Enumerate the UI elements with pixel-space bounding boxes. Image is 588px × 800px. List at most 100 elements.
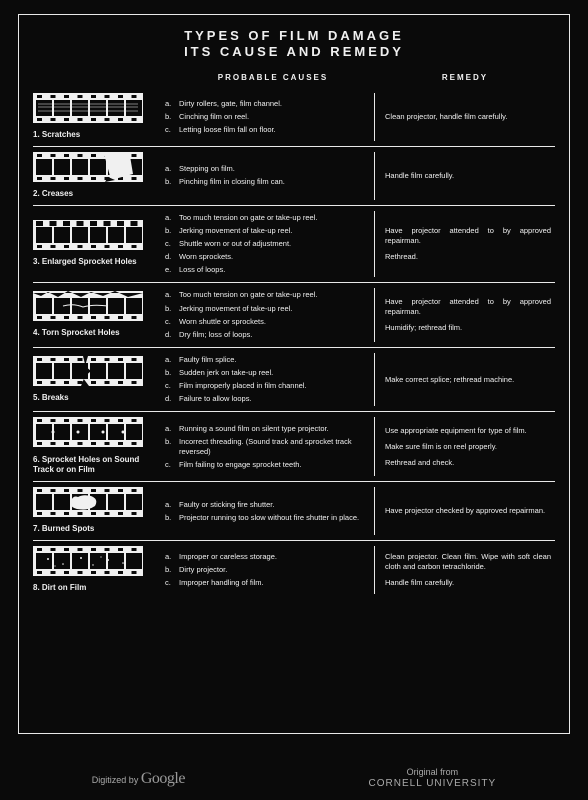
cause-item: a.Faulty or sticking fire shutter. <box>165 500 364 510</box>
cause-letter: c. <box>165 125 175 135</box>
damage-label: 1. Scratches <box>33 130 155 141</box>
cause-letter: c. <box>165 381 175 391</box>
cause-text: Worn sprockets. <box>179 252 364 262</box>
remedy-cell: Have projector checked by approved repai… <box>375 487 555 535</box>
cause-text: Dirty projector. <box>179 565 364 575</box>
cause-text: Improper or careless storage. <box>179 552 364 562</box>
cause-text: Stepping on film. <box>179 164 364 174</box>
damage-icon-cell: 6. Sprocket Holes on Sound Track or on F… <box>33 417 161 476</box>
cause-item: e.Loss of loops. <box>165 265 364 275</box>
cause-letter: b. <box>165 437 175 457</box>
cause-text: Too much tension on gate or take-up reel… <box>179 213 364 223</box>
causes-cell: a.Improper or careless storage. b. Dirty p… <box>161 546 375 594</box>
damage-row: 7. Burned Spotsa.Faulty or sticking fire… <box>33 482 555 541</box>
film-strip-icon <box>33 356 155 389</box>
cause-item: b. Jerking movement of take-up reel. <box>165 304 364 314</box>
remedy-cell: Clean projector, handle film carefully. <box>375 93 555 141</box>
cause-letter: b. <box>165 112 175 122</box>
remedy-text: Humidify; rethread film. <box>385 323 551 333</box>
cause-text: Incorrect threading. (Sound track and sp… <box>179 437 364 457</box>
cause-letter: b. <box>165 226 175 236</box>
cause-item: a.Running a sound film on silent type pr… <box>165 424 364 434</box>
header-causes: PROBABLE CAUSES <box>161 73 375 82</box>
causes-cell: a.Running a sound film on silent type pr… <box>161 417 375 476</box>
column-headers: PROBABLE CAUSES REMEDY <box>33 73 555 82</box>
remedy-cell: Make correct splice; rethread machine. <box>375 353 555 407</box>
cause-text: Film improperly placed in film channel. <box>179 381 364 391</box>
damage-label: 4. Torn Sprocket Holes <box>33 328 155 339</box>
remedy-cell: Have projector attended to by approved r… <box>375 288 555 342</box>
causes-cell: a.Too much tension on gate or take-up re… <box>161 288 375 342</box>
cause-text: Jerking movement of take-up reel. <box>179 226 364 236</box>
damage-label: 6. Sprocket Holes on Sound Track or on F… <box>33 455 155 477</box>
cause-letter: b. <box>165 304 175 314</box>
remedy-cell: Clean projector. Clean film. Wipe with s… <box>375 546 555 594</box>
digitized-by-label: Digitized by <box>92 775 139 785</box>
google-logo-text: Google <box>141 770 185 787</box>
cause-text: Pinching film in closing film can. <box>179 177 364 187</box>
cause-letter: b. <box>165 513 175 523</box>
remedy-text: Handle film carefully. <box>385 171 551 181</box>
cause-item: b. Jerking movement of take-up reel. <box>165 226 364 236</box>
cause-letter: a. <box>165 213 175 223</box>
cause-text: Jerking movement of take-up reel. <box>179 304 364 314</box>
cause-text: Projector running too slow without fire … <box>179 513 364 523</box>
rows-container: 1. Scratchesa.Dirty rollers, gate, film … <box>33 88 555 599</box>
damage-icon-cell: 5. Breaks <box>33 353 161 407</box>
remedy-text: Rethread and check. <box>385 458 551 468</box>
film-strip-icon <box>33 487 155 520</box>
cause-letter: b. <box>165 565 175 575</box>
cause-letter: c. <box>165 239 175 249</box>
cause-item: d.Dry film; loss of loops. <box>165 330 364 340</box>
remedy-text: Have projector attended to by approved r… <box>385 226 551 246</box>
cause-letter: a. <box>165 355 175 365</box>
cause-item: a.Improper or careless storage. <box>165 552 364 562</box>
remedy-text: Have projector attended to by approved r… <box>385 297 551 317</box>
cause-item: b. Dirty projector. <box>165 565 364 575</box>
cause-item: a.Dirty rollers, gate, film channel. <box>165 99 364 109</box>
cause-letter: c. <box>165 578 175 588</box>
cause-text: Too much tension on gate or take-up reel… <box>179 290 364 300</box>
cause-text: Dirty rollers, gate, film channel. <box>179 99 364 109</box>
film-strip-icon <box>33 93 155 126</box>
cause-item: b.Incorrect threading. (Sound track and … <box>165 437 364 457</box>
cause-text: Dry film; loss of loops. <box>179 330 364 340</box>
film-strip-icon <box>33 546 155 579</box>
film-strip-icon <box>33 417 155 450</box>
cause-item: c.Shuttle worn or out of adjustment. <box>165 239 364 249</box>
causes-cell: a. Faulty film splice. b.Sudden jerk on ta… <box>161 353 375 407</box>
cause-item: c. Film improperly placed in film channel… <box>165 381 364 391</box>
cause-item: c. Worn shuttle or sprockets. <box>165 317 364 327</box>
cause-text: Worn shuttle or sprockets. <box>179 317 364 327</box>
damage-row: 5. Breaks a. Faulty film splice. b.Sudden j… <box>33 348 555 413</box>
cause-item: a.Stepping on film. <box>165 164 364 174</box>
cause-item: b.Sudden jerk on take-up reel. <box>165 368 364 378</box>
cause-text: Loss of loops. <box>179 265 364 275</box>
cause-text: Faulty film splice. <box>179 355 364 365</box>
damage-row: 6. Sprocket Holes on Sound Track or on F… <box>33 412 555 482</box>
cause-text: Sudden jerk on take-up reel. <box>179 368 364 378</box>
cause-item: d. Worn sprockets. <box>165 252 364 262</box>
film-strip-icon <box>33 152 155 185</box>
cause-item: b.Cinching film on reel. <box>165 112 364 122</box>
damage-row: 4. Torn Sprocket Holes a.Too much tension… <box>33 283 555 348</box>
cause-letter: a. <box>165 424 175 434</box>
damage-row: 8. Dirt on Filma.Improper or careless st… <box>33 541 555 599</box>
cause-letter: c. <box>165 317 175 327</box>
cause-item: a. Faulty film splice. <box>165 355 364 365</box>
original-from-label: Original from <box>369 767 497 778</box>
cause-letter: d. <box>165 252 175 262</box>
damage-label: 3. Enlarged Sprocket Holes <box>33 257 155 268</box>
remedy-cell: Handle film carefully. <box>375 152 555 200</box>
damage-icon-cell: 1. Scratches <box>33 93 161 141</box>
title-line-1: TYPES OF FILM DAMAGE <box>33 28 555 43</box>
cause-item: c.Film failing to engage sprocket teeth. <box>165 460 364 470</box>
footer: Digitized by Google Original from CORNEL… <box>0 767 588 790</box>
remedy-text: Clean projector. Clean film. Wipe with s… <box>385 552 551 572</box>
remedy-text: Have projector checked by approved repai… <box>385 506 551 516</box>
damage-icon-cell: 8. Dirt on Film <box>33 546 161 594</box>
cause-text: Failure to allow loops. <box>179 394 364 404</box>
cause-item: c.Improper handling of film. <box>165 578 364 588</box>
damage-icon-cell: 2. Creases <box>33 152 161 200</box>
title-line-2: ITS CAUSE AND REMEDY <box>33 44 555 59</box>
